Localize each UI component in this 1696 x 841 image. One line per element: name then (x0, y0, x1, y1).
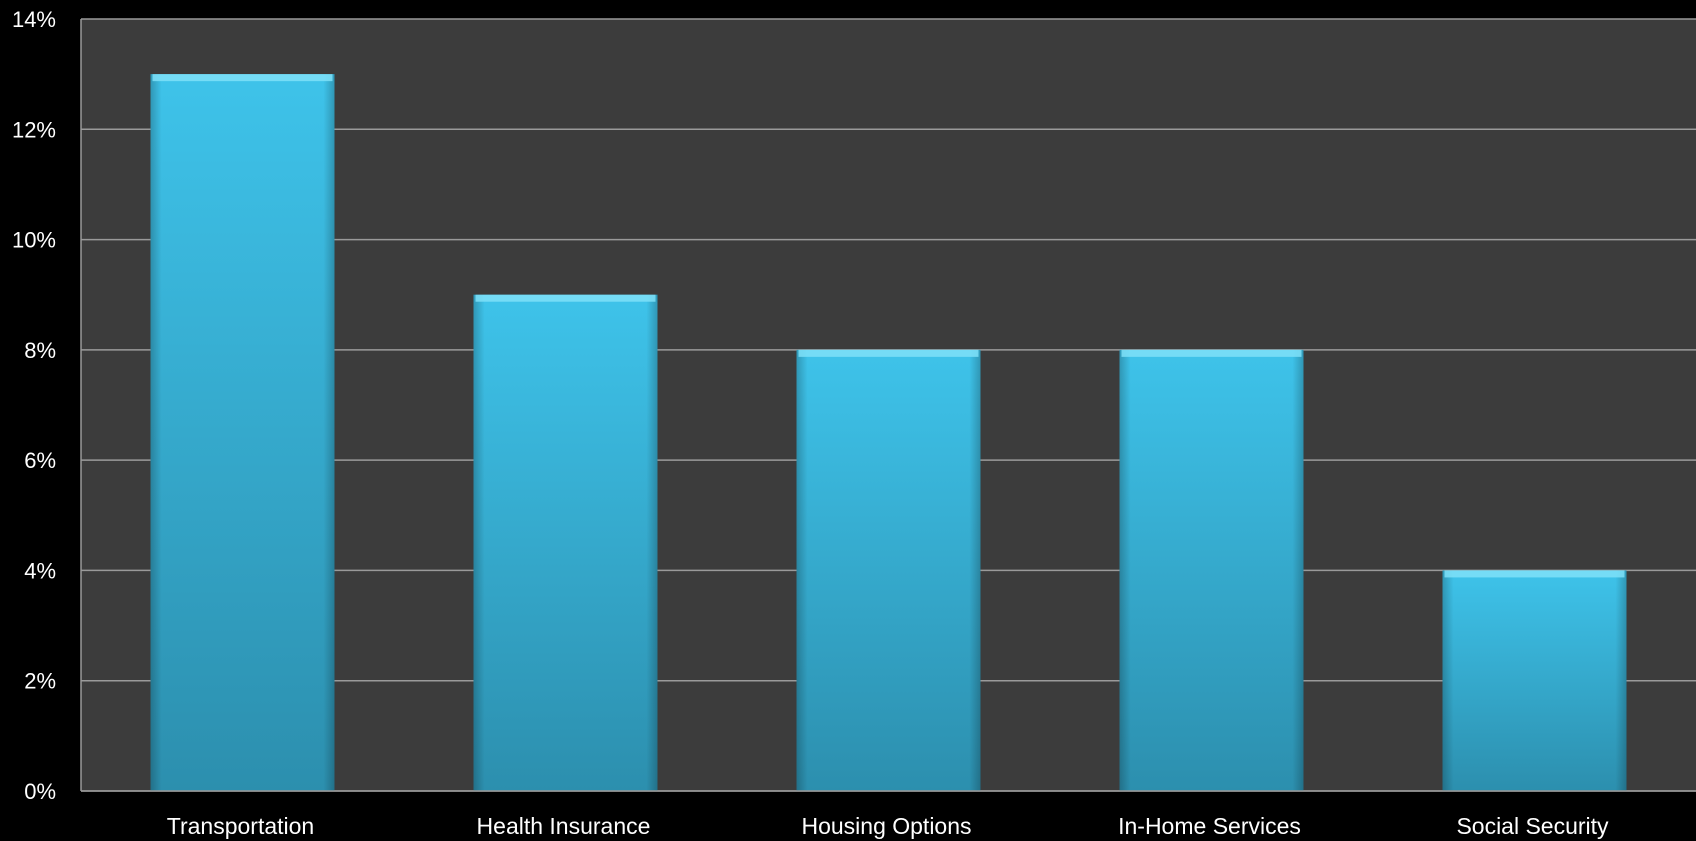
bar (1442, 570, 1627, 791)
bar-shade (150, 74, 335, 791)
bar-top-bevel (475, 294, 656, 302)
x-axis: Transportation Health Insurance Housing Op… (167, 813, 1609, 839)
bar-shade (796, 349, 981, 791)
y-tick-label: 8% (24, 338, 56, 363)
bar-shade (473, 294, 658, 791)
bar-shade (1442, 570, 1627, 791)
bar-shade (1119, 349, 1304, 791)
bar (1119, 349, 1304, 791)
y-tick-label: 6% (24, 448, 56, 473)
y-tick-label: 12% (12, 117, 56, 142)
y-axis: 0% 2% 4% 6% 8% 10% 12% 14% (12, 7, 1696, 804)
bar-top-bevel (798, 349, 979, 357)
bar (150, 74, 335, 791)
bar (796, 349, 981, 791)
bar-top-bevel (1121, 349, 1302, 357)
y-tick-label: 0% (24, 779, 56, 804)
bar-top-bevel (152, 74, 333, 82)
x-tick-label: Health Insurance (477, 813, 651, 839)
y-tick-label: 10% (12, 228, 56, 253)
x-tick-label: Social Security (1456, 813, 1609, 839)
x-tick-label: Transportation (167, 813, 314, 839)
bars (150, 74, 1627, 791)
x-tick-label: Housing Options (801, 813, 971, 839)
bar (473, 294, 658, 791)
x-tick-label: In-Home Services (1118, 813, 1301, 839)
y-tick-label: 4% (24, 558, 56, 583)
y-tick-label: 14% (12, 7, 56, 32)
bar-top-bevel (1444, 570, 1625, 578)
y-tick-label: 2% (24, 669, 56, 694)
